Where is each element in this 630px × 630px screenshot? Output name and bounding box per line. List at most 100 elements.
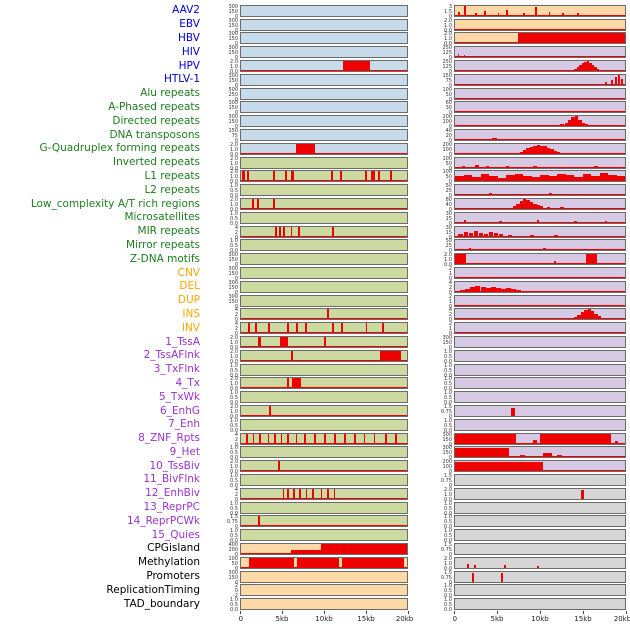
data-bar xyxy=(533,145,537,154)
y-axis-ticks: 60 30 0 xyxy=(408,101,454,116)
data-bar xyxy=(314,433,316,444)
y-tick-label: 0 xyxy=(448,345,452,352)
y-axis-ticks: 1.5 0.75 0 xyxy=(408,473,454,488)
y-tick-label: 2 xyxy=(234,491,238,498)
data-bar xyxy=(342,557,404,568)
y-tick-label: 1.5 xyxy=(444,404,452,410)
track-panel-left xyxy=(240,156,408,169)
track-row: Microsatellites 1.0 0.5 0.0 30 15 0 xyxy=(0,211,630,226)
zero-baseline xyxy=(455,125,625,127)
track-panel-right xyxy=(454,473,626,486)
data-bar xyxy=(497,177,506,182)
y-tick-label: 0.5 xyxy=(230,243,238,250)
data-bar xyxy=(463,55,465,58)
data-bar xyxy=(562,12,564,16)
y-axis-ticks: 1.0 0.5 0.0 xyxy=(408,598,454,613)
y-tick-label: 300 xyxy=(228,569,238,576)
data-bar xyxy=(365,323,368,334)
y-tick-label: 0.0 xyxy=(230,427,238,434)
track-panel-left xyxy=(240,280,408,293)
track-panel-right xyxy=(454,446,626,459)
track-label: 15_Quies xyxy=(151,528,200,541)
data-bar xyxy=(577,235,582,237)
data-bar xyxy=(282,488,284,499)
y-tick-label: 0.0 xyxy=(444,372,452,379)
data-bar xyxy=(468,97,472,99)
data-bar xyxy=(591,175,600,182)
data-bar xyxy=(587,309,591,320)
y-tick-label: 1 xyxy=(448,271,452,278)
data-bar xyxy=(580,490,585,499)
y-axis-ticks: 100 50 0 xyxy=(204,556,240,571)
track-label: CPGisland xyxy=(147,542,200,555)
track-row: Mirror repeats 1.0 0.5 0.0 50 25 0 xyxy=(0,239,630,254)
track-panel-right xyxy=(454,405,626,417)
y-axis-ticks: 80 40 0 xyxy=(408,198,454,213)
track-panel-right xyxy=(454,336,626,349)
data-bar xyxy=(586,61,590,72)
track-panel-right xyxy=(454,253,626,266)
y-tick-label: 1.0 xyxy=(444,36,452,43)
y-tick-label: 150 xyxy=(228,105,238,112)
y-tick-label: 300 xyxy=(442,335,452,342)
y-tick-label: 1.0 xyxy=(230,528,238,535)
y-tick-label: 250 xyxy=(228,91,238,98)
y-tick-label: 0.0 xyxy=(230,165,238,172)
data-bar xyxy=(546,207,551,210)
zero-baseline xyxy=(455,97,625,99)
y-axis-ticks: 300 150 0 xyxy=(204,17,240,33)
track-panel-left xyxy=(240,32,408,45)
data-bar xyxy=(523,199,527,210)
data-bar xyxy=(581,122,586,127)
y-tick-label: 1.0 xyxy=(230,146,238,153)
y-tick-label: 100 xyxy=(442,86,452,93)
track-label: Z-DNA motifs xyxy=(129,252,200,265)
y-tick-label: 0 xyxy=(234,262,238,269)
y-tick-label: 0 xyxy=(448,82,452,89)
y-tick-label: 150 xyxy=(228,8,238,15)
x-tick-mark xyxy=(540,611,541,615)
y-tick-label: 200 xyxy=(442,141,452,148)
data-bar xyxy=(497,12,500,16)
data-bar xyxy=(604,193,608,196)
track-label: L1 repeats xyxy=(144,169,200,182)
y-axis-ticks: 300 150 0 xyxy=(204,73,240,88)
y-tick-label: 2.0 xyxy=(230,155,238,162)
data-bar xyxy=(574,176,583,182)
track-label: 8_ZNF_Rpts xyxy=(138,432,200,445)
track-panel-left xyxy=(240,60,408,73)
data-bar xyxy=(343,61,371,72)
zero-baseline xyxy=(455,456,625,458)
track-panel-left xyxy=(240,418,408,431)
data-bar xyxy=(295,323,298,334)
y-tick-label: 2.0 xyxy=(230,335,238,342)
track-row: INS 4 2 0 4 2 0 xyxy=(0,308,630,323)
data-bar xyxy=(529,202,534,210)
track-row: HTLV-1 300 150 0 150 75 0 xyxy=(0,73,630,89)
y-tick-label: 1.0 xyxy=(230,174,238,181)
zero-baseline xyxy=(241,525,407,527)
data-bar xyxy=(589,62,592,72)
data-bar xyxy=(591,311,595,320)
data-bar xyxy=(489,175,498,182)
data-bar xyxy=(506,10,509,16)
y-axis-ticks: 1.5 0.75 0 xyxy=(408,570,454,585)
y-tick-label: 2 xyxy=(448,321,452,328)
y-tick-label: 0.75 xyxy=(440,546,452,553)
track-panel-right xyxy=(454,377,626,390)
y-tick-label: 400 xyxy=(228,541,238,548)
y-tick-label: 300 xyxy=(228,17,238,24)
y-axis-ticks: 1.0 0.5 0.0 xyxy=(204,418,240,434)
data-bar xyxy=(540,174,549,182)
data-bar xyxy=(339,171,343,182)
data-bar xyxy=(550,149,554,154)
track-panel-left xyxy=(240,46,408,59)
zero-baseline xyxy=(241,332,407,334)
y-tick-label: 4 xyxy=(448,279,452,286)
y-tick-label: 300 xyxy=(228,293,238,300)
track-panel-left xyxy=(240,73,408,86)
y-tick-label: 0 xyxy=(448,96,452,103)
y-tick-label: 0 xyxy=(448,441,452,448)
y-tick-label: 150 xyxy=(228,574,238,581)
data-bar xyxy=(594,166,598,168)
